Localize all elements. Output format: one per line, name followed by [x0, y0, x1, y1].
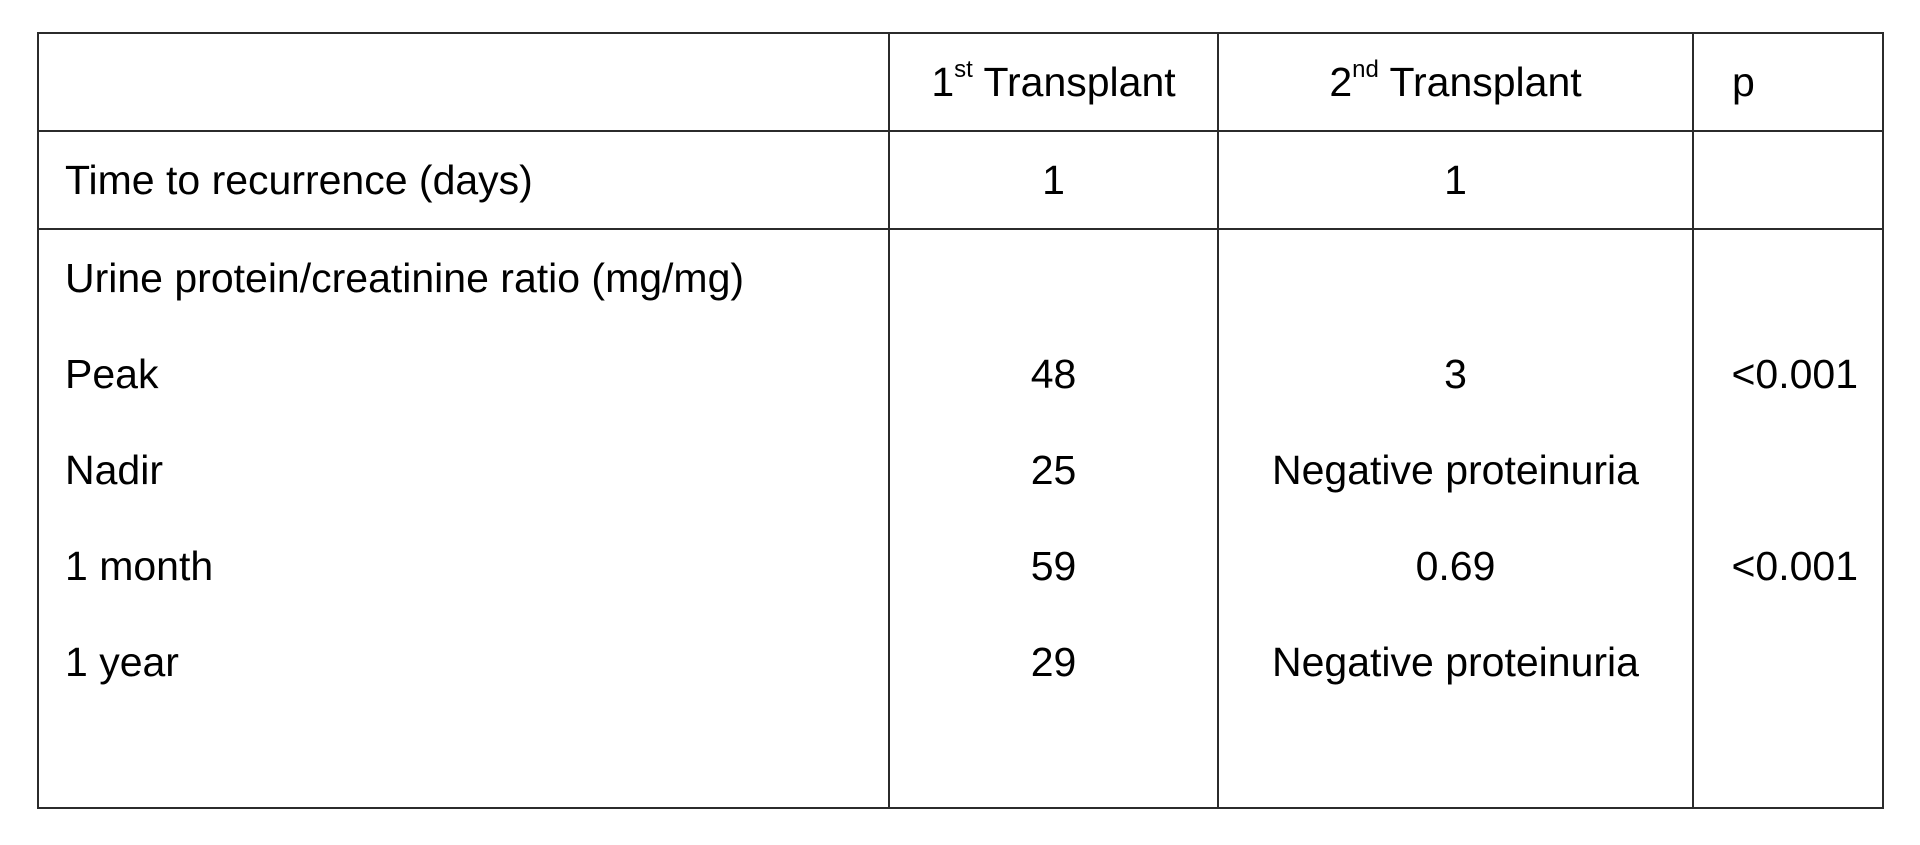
table-row-ratio-section: Urine protein/creatinine ratio (mg/mg) P… [37, 228, 1884, 809]
header-first-number: 1 [931, 58, 955, 105]
ratio-second-cell: 3 Negative proteinuria 0.69 Negative pro… [1217, 228, 1694, 809]
header-first-suffix: st [954, 55, 973, 83]
ratio-second-blank [1219, 230, 1692, 326]
ratio-first-blank [890, 230, 1217, 326]
header-empty-cell [37, 32, 890, 132]
time-to-recurrence-label: Time to recurrence (days) [37, 130, 890, 230]
ratio-p-1-month: <0.001 [1731, 542, 1858, 589]
header-first-text: Transplant [972, 58, 1176, 105]
ratio-p-nadir [1694, 422, 1882, 518]
ratio-labels-cell: Urine protein/creatinine ratio (mg/mg) P… [37, 228, 890, 809]
ratio-p-1-year [1694, 614, 1882, 710]
ratio-second-nadir: Negative proteinuria [1272, 446, 1639, 493]
data-table: 1st Transplant 2nd Transplant p Time to … [37, 32, 1884, 809]
header-p-value: p [1692, 32, 1884, 132]
table-header-row: 1st Transplant 2nd Transplant p [37, 32, 1884, 132]
ratio-first-1-year: 29 [1030, 638, 1077, 685]
header-second-number: 2 [1329, 58, 1353, 105]
time-to-recurrence-p [1692, 130, 1884, 230]
header-second-suffix: nd [1352, 55, 1379, 83]
ratio-label-nadir: Nadir [65, 446, 163, 493]
header-second-transplant: 2nd Transplant [1217, 32, 1694, 132]
ratio-p-blank [1694, 230, 1882, 326]
ratio-first-peak: 48 [1030, 350, 1077, 397]
ratio-second-1-year: Negative proteinuria [1272, 638, 1639, 685]
ratio-first-1-month: 59 [1030, 542, 1077, 589]
ratio-label-1-month: 1 month [65, 542, 214, 589]
time-to-recurrence-second: 1 [1217, 130, 1694, 230]
ratio-section-title: Urine protein/creatinine ratio (mg/mg) [65, 254, 745, 301]
ratio-first-nadir: 25 [1030, 446, 1077, 493]
header-first-transplant: 1st Transplant [888, 32, 1219, 132]
header-second-text: Transplant [1378, 58, 1582, 105]
ratio-label-peak: Peak [65, 350, 159, 397]
ratio-label-1-year: 1 year [65, 638, 179, 685]
ratio-second-peak: 3 [1444, 350, 1467, 397]
time-to-recurrence-first: 1 [888, 130, 1219, 230]
ratio-p-peak: <0.001 [1731, 350, 1858, 397]
ratio-second-1-month: 0.69 [1415, 542, 1496, 589]
ratio-first-cell: 48 25 59 29 [888, 228, 1219, 809]
ratio-p-cell: <0.001 <0.001 [1692, 228, 1884, 809]
table-row-time-to-recurrence: Time to recurrence (days) 1 1 [37, 130, 1884, 230]
